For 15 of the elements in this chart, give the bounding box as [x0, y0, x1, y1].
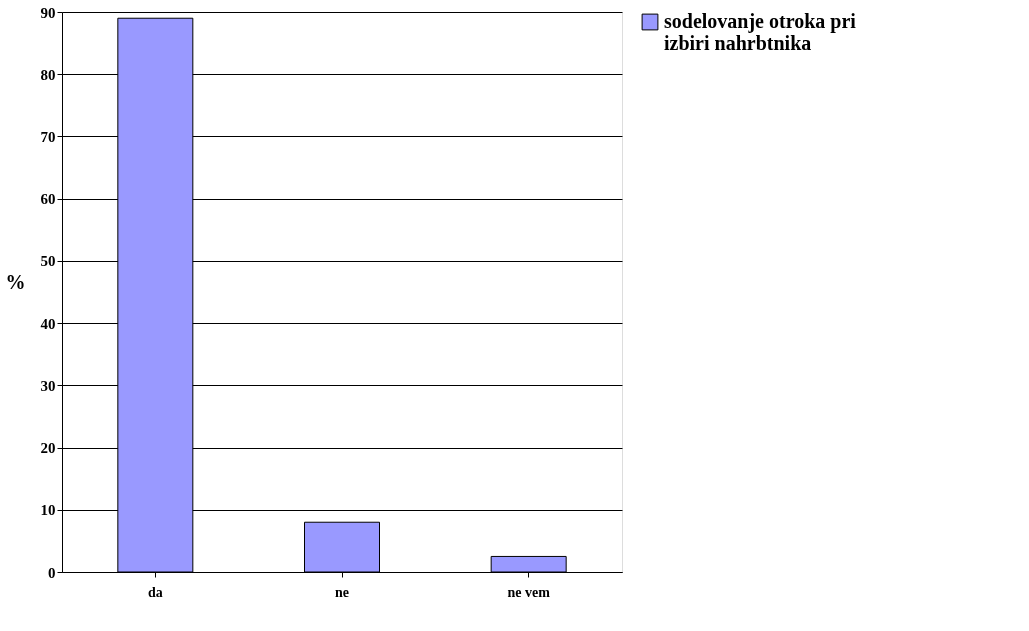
y-tick-label: 0	[48, 564, 56, 581]
y-tick-label: 90	[40, 4, 56, 21]
y-tick-label: 10	[40, 502, 56, 519]
x-tick-label: ne	[335, 584, 349, 600]
y-axis-title: %	[5, 270, 26, 293]
y-tick-label: 40	[40, 315, 56, 332]
y-tick-label: 60	[40, 191, 56, 208]
y-tick-label: 30	[40, 377, 56, 394]
y-tick-label: 50	[40, 253, 56, 270]
y-tick-label: 70	[40, 128, 56, 145]
legend-label: sodelovanje otroka pri izbiri nahrbtnika	[664, 10, 857, 54]
x-tick-label: ne vem	[507, 584, 551, 600]
y-tick-label: 20	[40, 440, 56, 457]
y-tick-label: 80	[40, 66, 56, 83]
x-tick-label: da	[147, 584, 163, 600]
